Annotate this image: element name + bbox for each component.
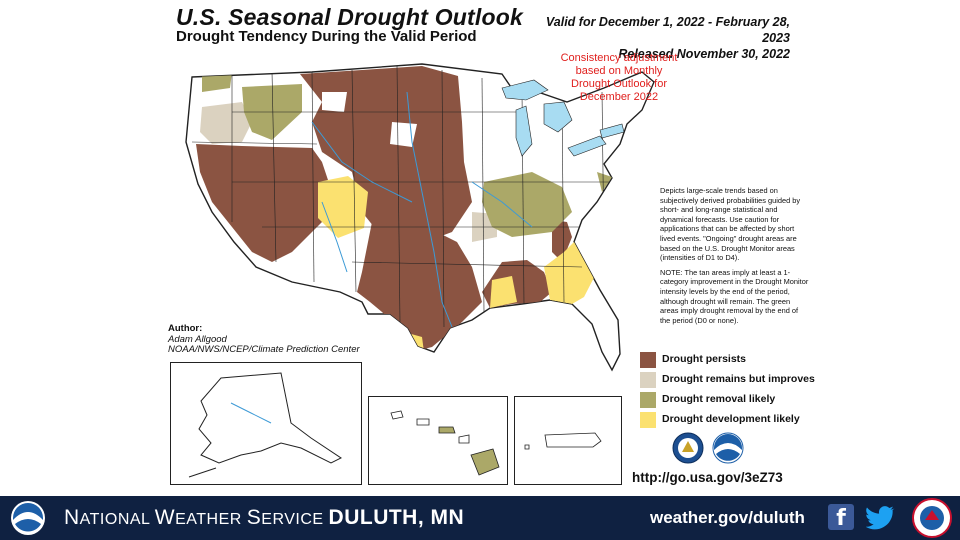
puerto-rico-map bbox=[524, 432, 602, 450]
hawaii-inset bbox=[368, 396, 508, 485]
footer-bar: NATIONAL WEATHER SERVICE DULUTH, MN weat… bbox=[0, 496, 960, 540]
consistency-line-1: Consistency adjustment bbox=[560, 52, 678, 64]
alaska-inset bbox=[170, 362, 362, 485]
legend-label-improves: Drought remains but improves bbox=[662, 373, 815, 385]
author-org: NOAA/NWS/NCEP/Climate Prediction Center bbox=[168, 344, 360, 355]
twitter-icon[interactable] bbox=[866, 504, 896, 530]
page-title: U.S. Seasonal Drought Outlook bbox=[176, 4, 523, 30]
legend-swatch-improves bbox=[640, 372, 656, 388]
description-paragraph-2: NOTE: The tan areas imply at least a 1-c… bbox=[660, 267, 809, 325]
description: Depicts large-scale trends based on subj… bbox=[660, 186, 810, 330]
outlook-link[interactable]: http://go.usa.gov/3eZ73 bbox=[632, 470, 783, 485]
author-label: Author: bbox=[168, 323, 203, 334]
legend-swatch-development bbox=[640, 412, 656, 428]
legend-label-development: Drought development likely bbox=[662, 413, 800, 425]
hawaii-map bbox=[390, 410, 500, 476]
author-name: Adam Allgood bbox=[168, 333, 227, 345]
legend-swatch-removal bbox=[640, 392, 656, 408]
state-boundaries bbox=[191, 65, 612, 328]
agency-letter-n: N bbox=[64, 506, 80, 529]
agency-name: NATIONAL WEATHER SERVICE DULUTH, MN bbox=[64, 506, 464, 530]
valid-period: Valid for December 1, 2022 - February 28… bbox=[522, 14, 790, 62]
office-website-link[interactable]: weather.gov/duluth bbox=[650, 508, 805, 527]
agency-word-service: ERVICE bbox=[261, 511, 329, 528]
author-block: Author: Adam Allgood NOAA/NWS/NCEP/Clima… bbox=[168, 323, 360, 356]
consistency-note: Consistency adjustment based on Monthly … bbox=[524, 52, 714, 104]
legend-label-removal: Drought removal likely bbox=[662, 393, 776, 405]
doc-seal-icon bbox=[672, 432, 704, 464]
agency-letter-s: S bbox=[246, 506, 262, 529]
noaa-logo-icon bbox=[11, 501, 45, 535]
release-date: Released November 30, 2022 bbox=[618, 47, 790, 61]
page-subtitle: Drought Tendency During the Valid Period bbox=[176, 28, 477, 45]
weather-ready-nation-icon bbox=[912, 498, 952, 538]
great-lakes bbox=[501, 79, 625, 157]
agency-word-national: ATIONAL bbox=[79, 511, 155, 528]
agency-letter-w: W bbox=[154, 506, 176, 529]
puerto-rico-inset bbox=[514, 396, 622, 485]
consistency-line-3: Drought Outlook for bbox=[571, 78, 667, 90]
valid-dates: Valid for December 1, 2022 - February 28… bbox=[545, 15, 790, 45]
description-paragraph-1: Depicts large-scale trends based on subj… bbox=[660, 186, 801, 263]
consistency-line-2: based on Monthly bbox=[575, 65, 663, 77]
agency-word-weather: EATHER bbox=[175, 511, 247, 528]
noaa-logo-icon bbox=[712, 432, 744, 464]
facebook-icon[interactable]: f bbox=[828, 504, 854, 531]
rivers bbox=[311, 91, 533, 328]
legend-label-persists: Drought persists bbox=[662, 353, 747, 365]
drought-outlook-map bbox=[185, 63, 655, 372]
consistency-line-4: December 2022 bbox=[579, 91, 659, 103]
office-name: DULUTH, MN bbox=[328, 506, 465, 529]
alaska-map bbox=[188, 372, 342, 478]
legend-swatch-persists bbox=[640, 352, 656, 368]
